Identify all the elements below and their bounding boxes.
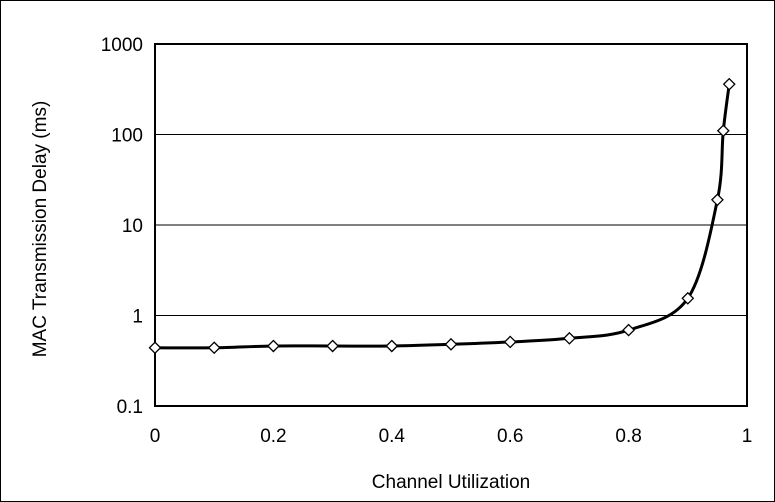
data-point-marker [710, 193, 724, 207]
data-point-marker [681, 291, 695, 305]
series-line [153, 82, 731, 350]
data-markers [148, 77, 736, 355]
y-axis-title: MAC Transmission Delay (ms) [30, 101, 51, 358]
data-point-marker [326, 339, 340, 353]
data-point-marker [562, 331, 576, 345]
x-tick-label: 0.4 [379, 426, 406, 447]
x-tick-label: 0 [150, 426, 161, 447]
y-tick-label: 100 [111, 126, 143, 147]
y-tick-label: 0.1 [117, 397, 143, 418]
data-point-marker [503, 335, 517, 349]
data-point-marker [385, 339, 399, 353]
y-tick-label: 10 [122, 216, 143, 237]
x-tick-label: 0.8 [615, 426, 641, 447]
data-point-marker [266, 339, 280, 353]
data-point-marker [722, 77, 736, 91]
data-point-marker [716, 124, 730, 138]
data-point-marker [207, 341, 221, 355]
data-point-marker [622, 323, 636, 337]
data-point-marker [148, 341, 162, 355]
plot-area [154, 43, 748, 407]
x-tick-label: 1 [742, 426, 753, 447]
y-axis-ticks: 0.1 1 10 100 1000 [101, 35, 143, 418]
y-tick-label: 1000 [101, 35, 143, 56]
x-axis-title: Channel Utilization [372, 472, 530, 493]
gridlines [155, 134, 747, 316]
x-axis-ticks: 0 0.2 0.4 0.6 0.8 1 [150, 426, 753, 447]
data-point-marker [444, 337, 458, 351]
x-tick-label: 0.2 [260, 426, 286, 447]
x-tick-label: 0.6 [497, 426, 523, 447]
y-tick-label: 1 [132, 307, 143, 328]
